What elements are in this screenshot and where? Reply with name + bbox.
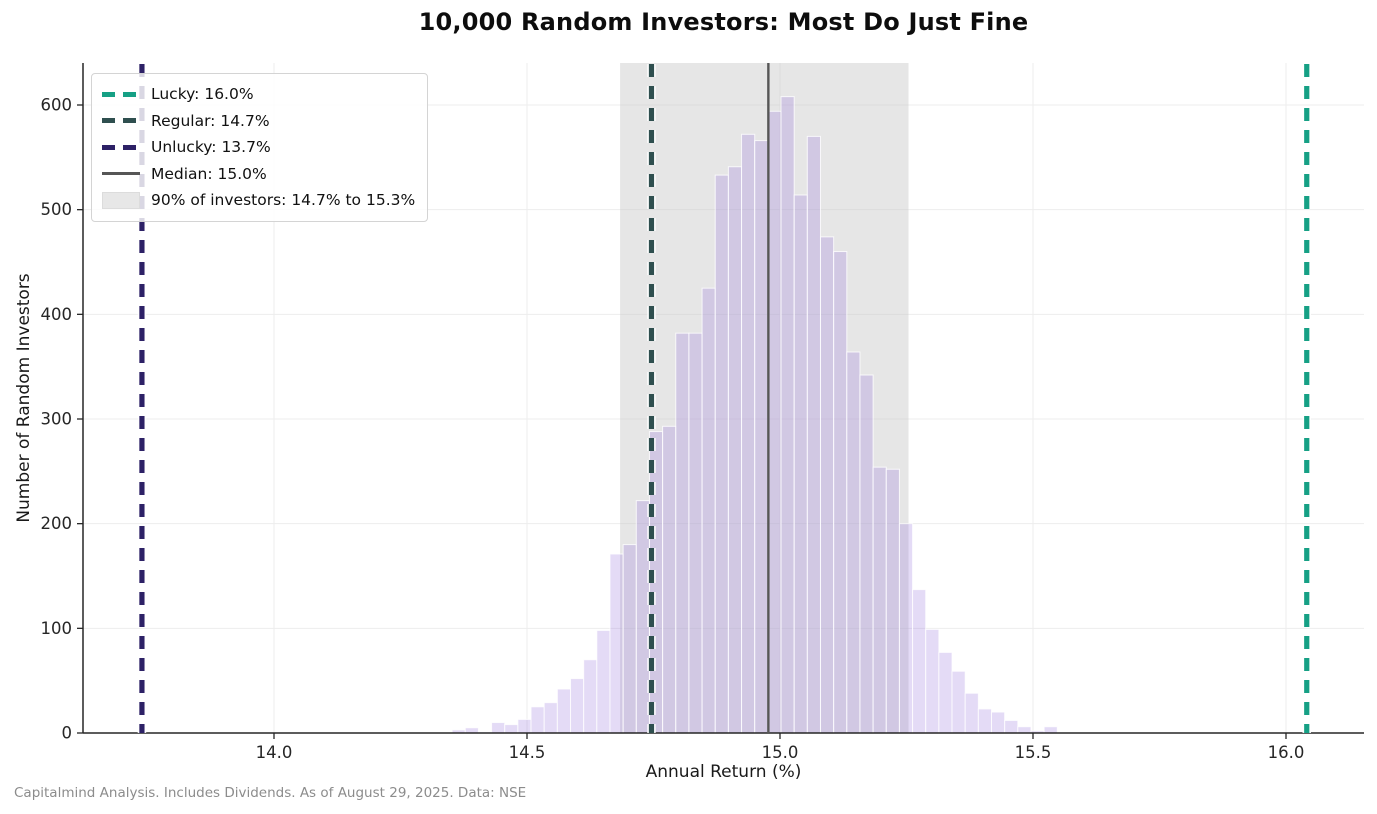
y-tick-label: 600 bbox=[41, 96, 73, 115]
median-line-swatch bbox=[102, 172, 140, 176]
y-tick-label: 0 bbox=[62, 724, 73, 743]
y-tick-label: 200 bbox=[41, 514, 73, 533]
x-tick-label: 15.5 bbox=[1015, 743, 1052, 762]
y-tick-label: 300 bbox=[41, 410, 73, 429]
x-tick-label: 16.0 bbox=[1268, 743, 1305, 762]
x-tick-label: 14.5 bbox=[509, 743, 546, 762]
band-swatch bbox=[102, 191, 140, 209]
y-tick-label: 100 bbox=[41, 619, 73, 638]
x-axis-label: Annual Return (%) bbox=[645, 762, 802, 782]
x-tick-label: 15.0 bbox=[762, 743, 799, 762]
legend-label-lucky: Lucky: 16.0% bbox=[151, 85, 254, 104]
legend-item-lucky: Lucky: 16.0% bbox=[102, 81, 415, 108]
source-note: Capitalmind Analysis. Includes Dividends… bbox=[14, 785, 527, 801]
unlucky-line-swatch bbox=[102, 144, 140, 150]
legend-label-unlucky: Unlucky: 13.7% bbox=[151, 138, 271, 157]
legend-label-median: Median: 15.0% bbox=[151, 164, 267, 183]
legend-label-regular: Regular: 14.7% bbox=[151, 111, 270, 130]
legend: Lucky: 16.0% Regular: 14.7% Unlucky: 13.… bbox=[91, 73, 429, 222]
x-tick-label: 14.0 bbox=[256, 743, 293, 762]
chart-title: 10,000 Random Investors: Most Do Just Fi… bbox=[418, 8, 1029, 36]
legend-label-band: 90% of investors: 14.7% to 15.3% bbox=[151, 191, 416, 210]
y-tick-label: 400 bbox=[41, 305, 73, 324]
legend-item-unlucky: Unlucky: 13.7% bbox=[102, 134, 415, 161]
legend-item-band: 90% of investors: 14.7% to 15.3% bbox=[102, 187, 415, 214]
y-axis-label: Number of Random Investors bbox=[14, 273, 34, 523]
lucky-line-swatch bbox=[102, 91, 140, 97]
legend-item-regular: Regular: 14.7% bbox=[102, 108, 415, 135]
legend-item-median: Median: 15.0% bbox=[102, 161, 415, 188]
regular-line-swatch bbox=[102, 118, 140, 124]
y-tick-label: 500 bbox=[41, 200, 73, 219]
